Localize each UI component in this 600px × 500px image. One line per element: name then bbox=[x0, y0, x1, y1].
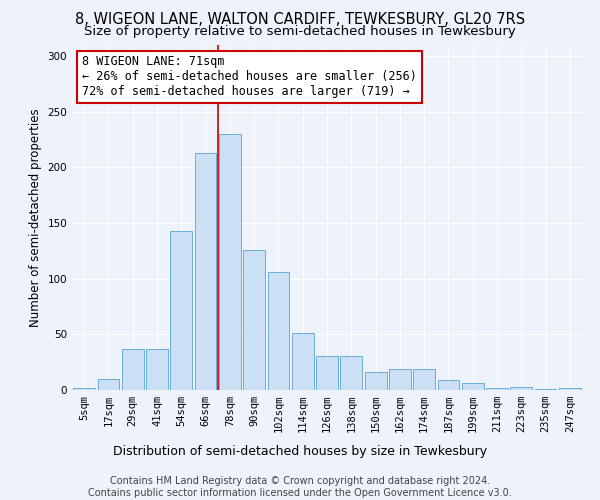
Bar bbox=[535, 389, 556, 390]
Bar bbox=[292, 333, 314, 390]
Bar bbox=[243, 250, 265, 390]
Bar bbox=[146, 349, 168, 390]
Bar bbox=[73, 388, 95, 390]
Bar bbox=[437, 380, 460, 390]
Bar bbox=[316, 356, 338, 390]
Text: Size of property relative to semi-detached houses in Tewkesbury: Size of property relative to semi-detach… bbox=[84, 25, 516, 38]
Text: 8, WIGEON LANE, WALTON CARDIFF, TEWKESBURY, GL20 7RS: 8, WIGEON LANE, WALTON CARDIFF, TEWKESBU… bbox=[75, 12, 525, 28]
Y-axis label: Number of semi-detached properties: Number of semi-detached properties bbox=[29, 108, 42, 327]
Bar bbox=[122, 349, 143, 390]
Bar bbox=[486, 388, 508, 390]
Bar bbox=[389, 369, 411, 390]
Bar bbox=[268, 272, 289, 390]
Text: 8 WIGEON LANE: 71sqm
← 26% of semi-detached houses are smaller (256)
72% of semi: 8 WIGEON LANE: 71sqm ← 26% of semi-detac… bbox=[82, 56, 417, 98]
Bar bbox=[511, 386, 532, 390]
Bar bbox=[462, 384, 484, 390]
Bar bbox=[559, 388, 581, 390]
Bar bbox=[413, 369, 435, 390]
Bar bbox=[194, 153, 217, 390]
Bar bbox=[365, 372, 386, 390]
Bar bbox=[170, 231, 192, 390]
Text: Contains HM Land Registry data © Crown copyright and database right 2024.
Contai: Contains HM Land Registry data © Crown c… bbox=[88, 476, 512, 498]
Bar bbox=[219, 134, 241, 390]
Bar bbox=[340, 356, 362, 390]
Bar bbox=[97, 379, 119, 390]
Text: Distribution of semi-detached houses by size in Tewkesbury: Distribution of semi-detached houses by … bbox=[113, 444, 487, 458]
